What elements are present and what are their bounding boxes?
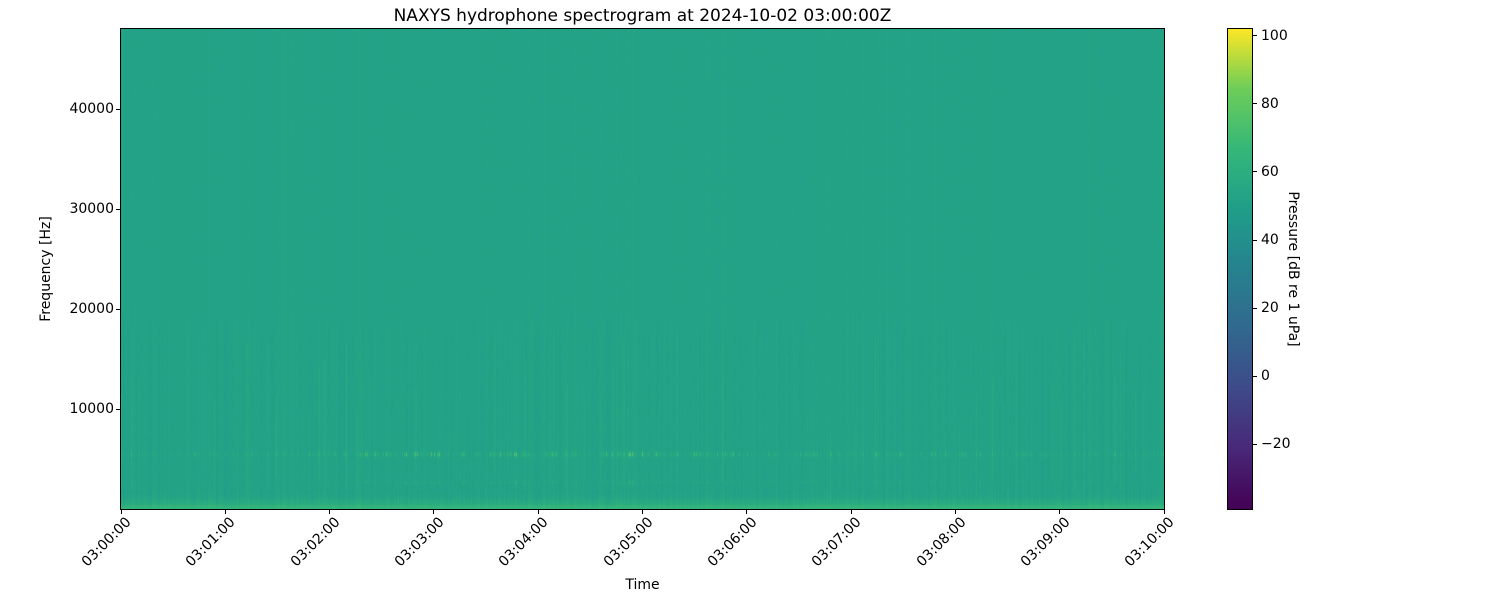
x-tick-mark bbox=[120, 510, 122, 514]
y-tick-label: 10000 bbox=[69, 401, 114, 417]
colorbar-tick-mark bbox=[1253, 35, 1257, 37]
plot-area bbox=[120, 28, 1165, 510]
x-tick-label: 03:00:00 bbox=[78, 514, 135, 571]
x-tick-mark bbox=[1163, 510, 1165, 514]
y-tick-label: 30000 bbox=[69, 201, 114, 217]
x-tick-mark bbox=[433, 510, 435, 514]
colorbar-label: Pressure [dB re 1 uPa] bbox=[1285, 191, 1301, 347]
colorbar-tick-label: −20 bbox=[1261, 436, 1291, 453]
x-tick-mark bbox=[329, 510, 331, 514]
colorbar-tick-label: 100 bbox=[1261, 27, 1288, 44]
x-tick-label: 03:10:00 bbox=[1121, 514, 1178, 571]
y-tick-label: 20000 bbox=[69, 301, 114, 317]
y-tick-label: 40000 bbox=[69, 101, 114, 117]
colorbar-tick-mark bbox=[1253, 307, 1257, 309]
colorbar bbox=[1227, 28, 1253, 510]
x-tick-label: 03:08:00 bbox=[913, 514, 970, 571]
x-tick-mark bbox=[850, 510, 852, 514]
spectrogram-heatmap bbox=[121, 29, 1164, 509]
y-tick-mark bbox=[116, 208, 120, 210]
y-tick-mark bbox=[116, 108, 120, 110]
x-tick-mark bbox=[954, 510, 956, 514]
x-axis-label: Time bbox=[625, 577, 660, 593]
colorbar-tick-label: 20 bbox=[1261, 300, 1279, 317]
x-tick-label: 03:05:00 bbox=[600, 514, 657, 571]
colorbar-tick-label: 0 bbox=[1261, 368, 1270, 385]
colorbar-tick-mark bbox=[1253, 443, 1257, 445]
x-tick-label: 03:01:00 bbox=[183, 514, 239, 571]
y-tick-mark bbox=[116, 408, 120, 410]
colorbar-tick-mark bbox=[1253, 375, 1257, 377]
x-tick-mark bbox=[746, 510, 748, 514]
x-tick-label: 03:04:00 bbox=[496, 514, 552, 571]
x-tick-mark bbox=[642, 510, 643, 514]
x-tick-label: 03:07:00 bbox=[808, 514, 865, 571]
x-tick-label: 03:02:00 bbox=[287, 514, 344, 571]
colorbar-tick-label: 60 bbox=[1261, 163, 1279, 180]
x-tick-mark bbox=[537, 510, 539, 514]
colorbar-tick-label: 40 bbox=[1261, 232, 1279, 249]
x-tick-label: 03:09:00 bbox=[1017, 514, 1074, 571]
colorbar-tick-mark bbox=[1253, 103, 1257, 105]
chart-title: NAXYS hydrophone spectrogram at 2024-10-… bbox=[393, 6, 892, 26]
x-tick-mark bbox=[224, 510, 226, 514]
x-tick-mark bbox=[1059, 510, 1061, 514]
colorbar-tick-label: 80 bbox=[1261, 95, 1279, 112]
colorbar-tick-mark bbox=[1253, 239, 1257, 241]
x-tick-label: 03:03:00 bbox=[391, 514, 448, 571]
x-tick-label: 03:06:00 bbox=[704, 514, 761, 571]
y-tick-mark bbox=[116, 308, 120, 310]
colorbar-tick-mark bbox=[1253, 171, 1257, 173]
colorbar-gradient bbox=[1228, 29, 1252, 509]
